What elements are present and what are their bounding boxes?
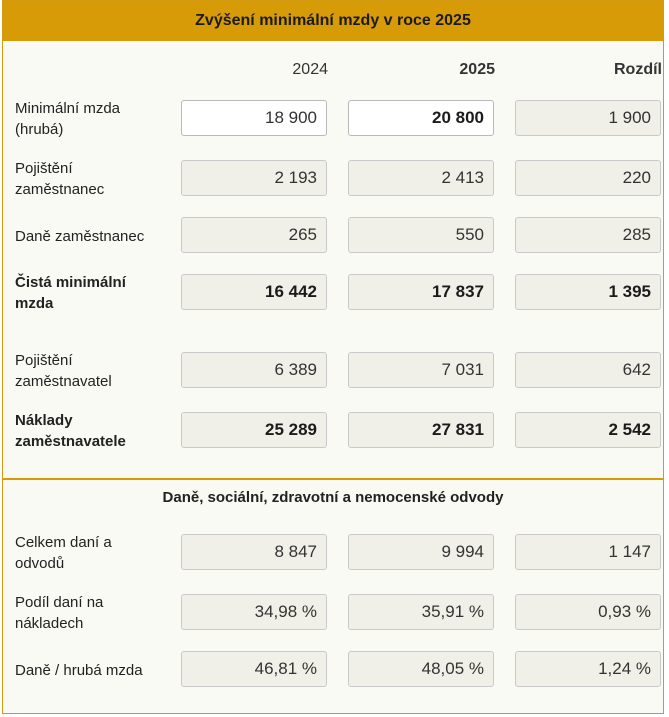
row-label: Minimální mzda (hrubá) <box>15 100 121 138</box>
value-2025-field: 48,05 % <box>348 651 494 687</box>
value-2025-field: 9 994 <box>348 534 494 570</box>
value-2024-field: 16 442 <box>181 274 327 310</box>
value-2025-field: 35,91 % <box>348 594 494 630</box>
row-employer-insurance: Pojištění zaměstnavatel 6 389 7 031 642 <box>3 352 663 390</box>
row-label: Pojištění zaměstnanec <box>15 160 105 198</box>
difference-field: 0,93 % <box>515 594 661 630</box>
row-tax-to-gross-wage: Daně / hrubá mzda 46,81 % 48,05 % 1,24 % <box>3 651 663 689</box>
value-2024-field: 265 <box>181 217 327 253</box>
row-label: Celkem daní a odvodů <box>15 534 112 572</box>
value-2025-field: 27 831 <box>348 412 494 448</box>
row-minimum-wage: Minimální mzda (hrubá) 18 900 20 800 1 9… <box>3 100 663 138</box>
value-2025-field: 550 <box>348 217 494 253</box>
value-2024-field: 8 847 <box>181 534 327 570</box>
row-total-taxes: Celkem daní a odvodů 8 847 9 994 1 147 <box>3 534 663 572</box>
column-header-2025: 2025 <box>459 61 495 78</box>
row-label: Podíl daní na nákladech <box>15 594 104 632</box>
value-2024-field: 2 193 <box>181 160 327 196</box>
difference-field: 1 395 <box>515 274 661 310</box>
value-2025-field: 7 031 <box>348 352 494 388</box>
difference-field: 642 <box>515 352 661 388</box>
row-label: Daně zaměstnanec <box>15 227 145 245</box>
wage-2025-input[interactable]: 20 800 <box>348 100 494 136</box>
difference-field: 1 147 <box>515 534 661 570</box>
row-net-minimum-wage: Čistá minimální mzda 16 442 17 837 1 395 <box>3 274 663 312</box>
value-2025-field: 2 413 <box>348 160 494 196</box>
value-2024-field: 6 389 <box>181 352 327 388</box>
difference-field: 2 542 <box>515 412 661 448</box>
row-label: Pojištění zaměstnavatel <box>15 352 112 390</box>
row-employee-insurance: Pojištění zaměstnanec 2 193 2 413 220 <box>3 160 663 198</box>
difference-field: 1,24 % <box>515 651 661 687</box>
row-employer-costs: Náklady zaměstnavatele 25 289 27 831 2 5… <box>3 412 663 450</box>
section-title: Daně, sociální, zdravotní a nemocenské o… <box>162 489 504 506</box>
column-header-2024: 2024 <box>292 61 328 78</box>
difference-field: 220 <box>515 160 661 196</box>
row-label: Čistá minimální mzda <box>15 274 126 312</box>
wage-2024-input[interactable]: 18 900 <box>181 100 327 136</box>
row-label: Daně / hrubá mzda <box>15 661 143 679</box>
difference-field: 285 <box>515 217 661 253</box>
value-2024-field: 34,98 % <box>181 594 327 630</box>
row-label: Náklady zaměstnavatele <box>15 412 126 450</box>
section-divider <box>3 478 663 480</box>
panel-title: Zvýšení minimální mzdy v roce 2025 <box>3 1 663 41</box>
column-header-difference: Rozdíl <box>614 61 662 78</box>
value-2024-field: 25 289 <box>181 412 327 448</box>
row-tax-share-of-costs: Podíl daní na nákladech 34,98 % 35,91 % … <box>3 594 663 632</box>
row-employee-tax: Daně zaměstnanec 265 550 285 <box>3 217 663 255</box>
value-2024-field: 46,81 % <box>181 651 327 687</box>
value-2025-field: 17 837 <box>348 274 494 310</box>
wage-difference-field: 1 900 <box>515 100 661 136</box>
